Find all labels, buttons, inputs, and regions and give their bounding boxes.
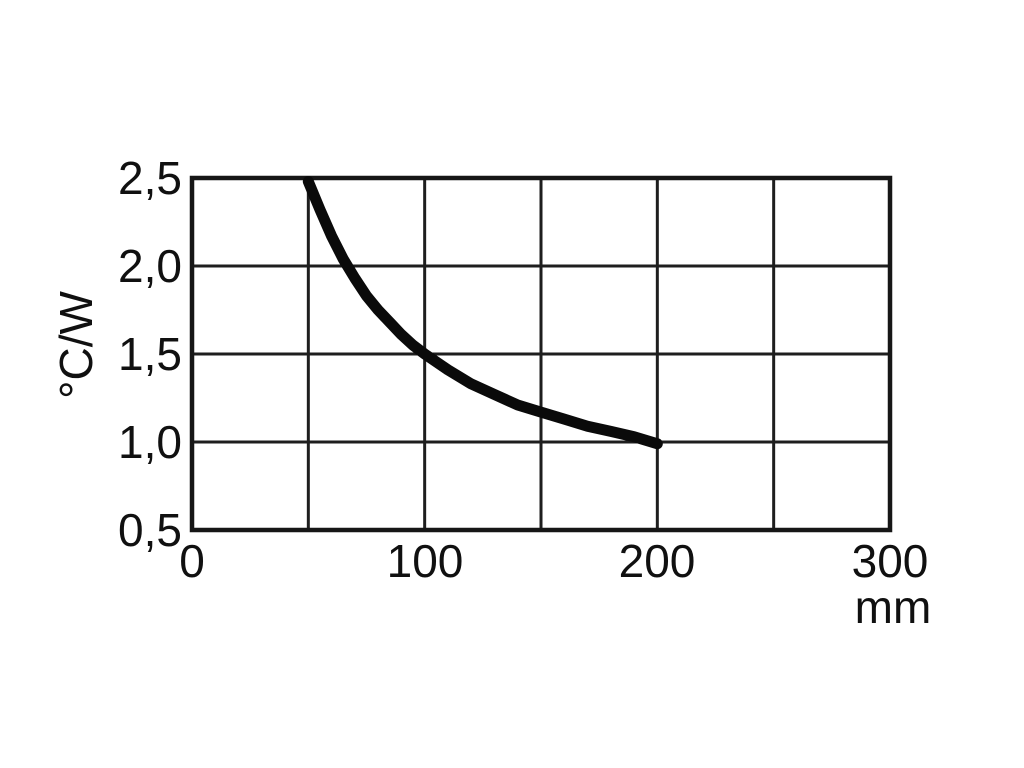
y-axis-unit-label: °C/W: [50, 291, 102, 399]
plot-frame: [189, 175, 893, 533]
x-axis-unit-label: mm: [854, 581, 932, 633]
data-curve: [302, 176, 663, 450]
x-tick-label-100: 100: [386, 535, 464, 587]
x-tick-label-300: 300: [851, 535, 929, 587]
y-tick-label-1_5: 1,5: [118, 328, 182, 380]
y-tick-label-2_0: 2,0: [118, 240, 182, 292]
y-tick-label-0_5: 0,5: [118, 504, 182, 556]
x-tick-label-0: 0: [179, 535, 205, 587]
x-tick-label-200: 200: [618, 535, 696, 587]
y-tick-label-1_0: 1,0: [118, 416, 182, 468]
y-tick-label-2_5: 2,5: [118, 152, 182, 204]
